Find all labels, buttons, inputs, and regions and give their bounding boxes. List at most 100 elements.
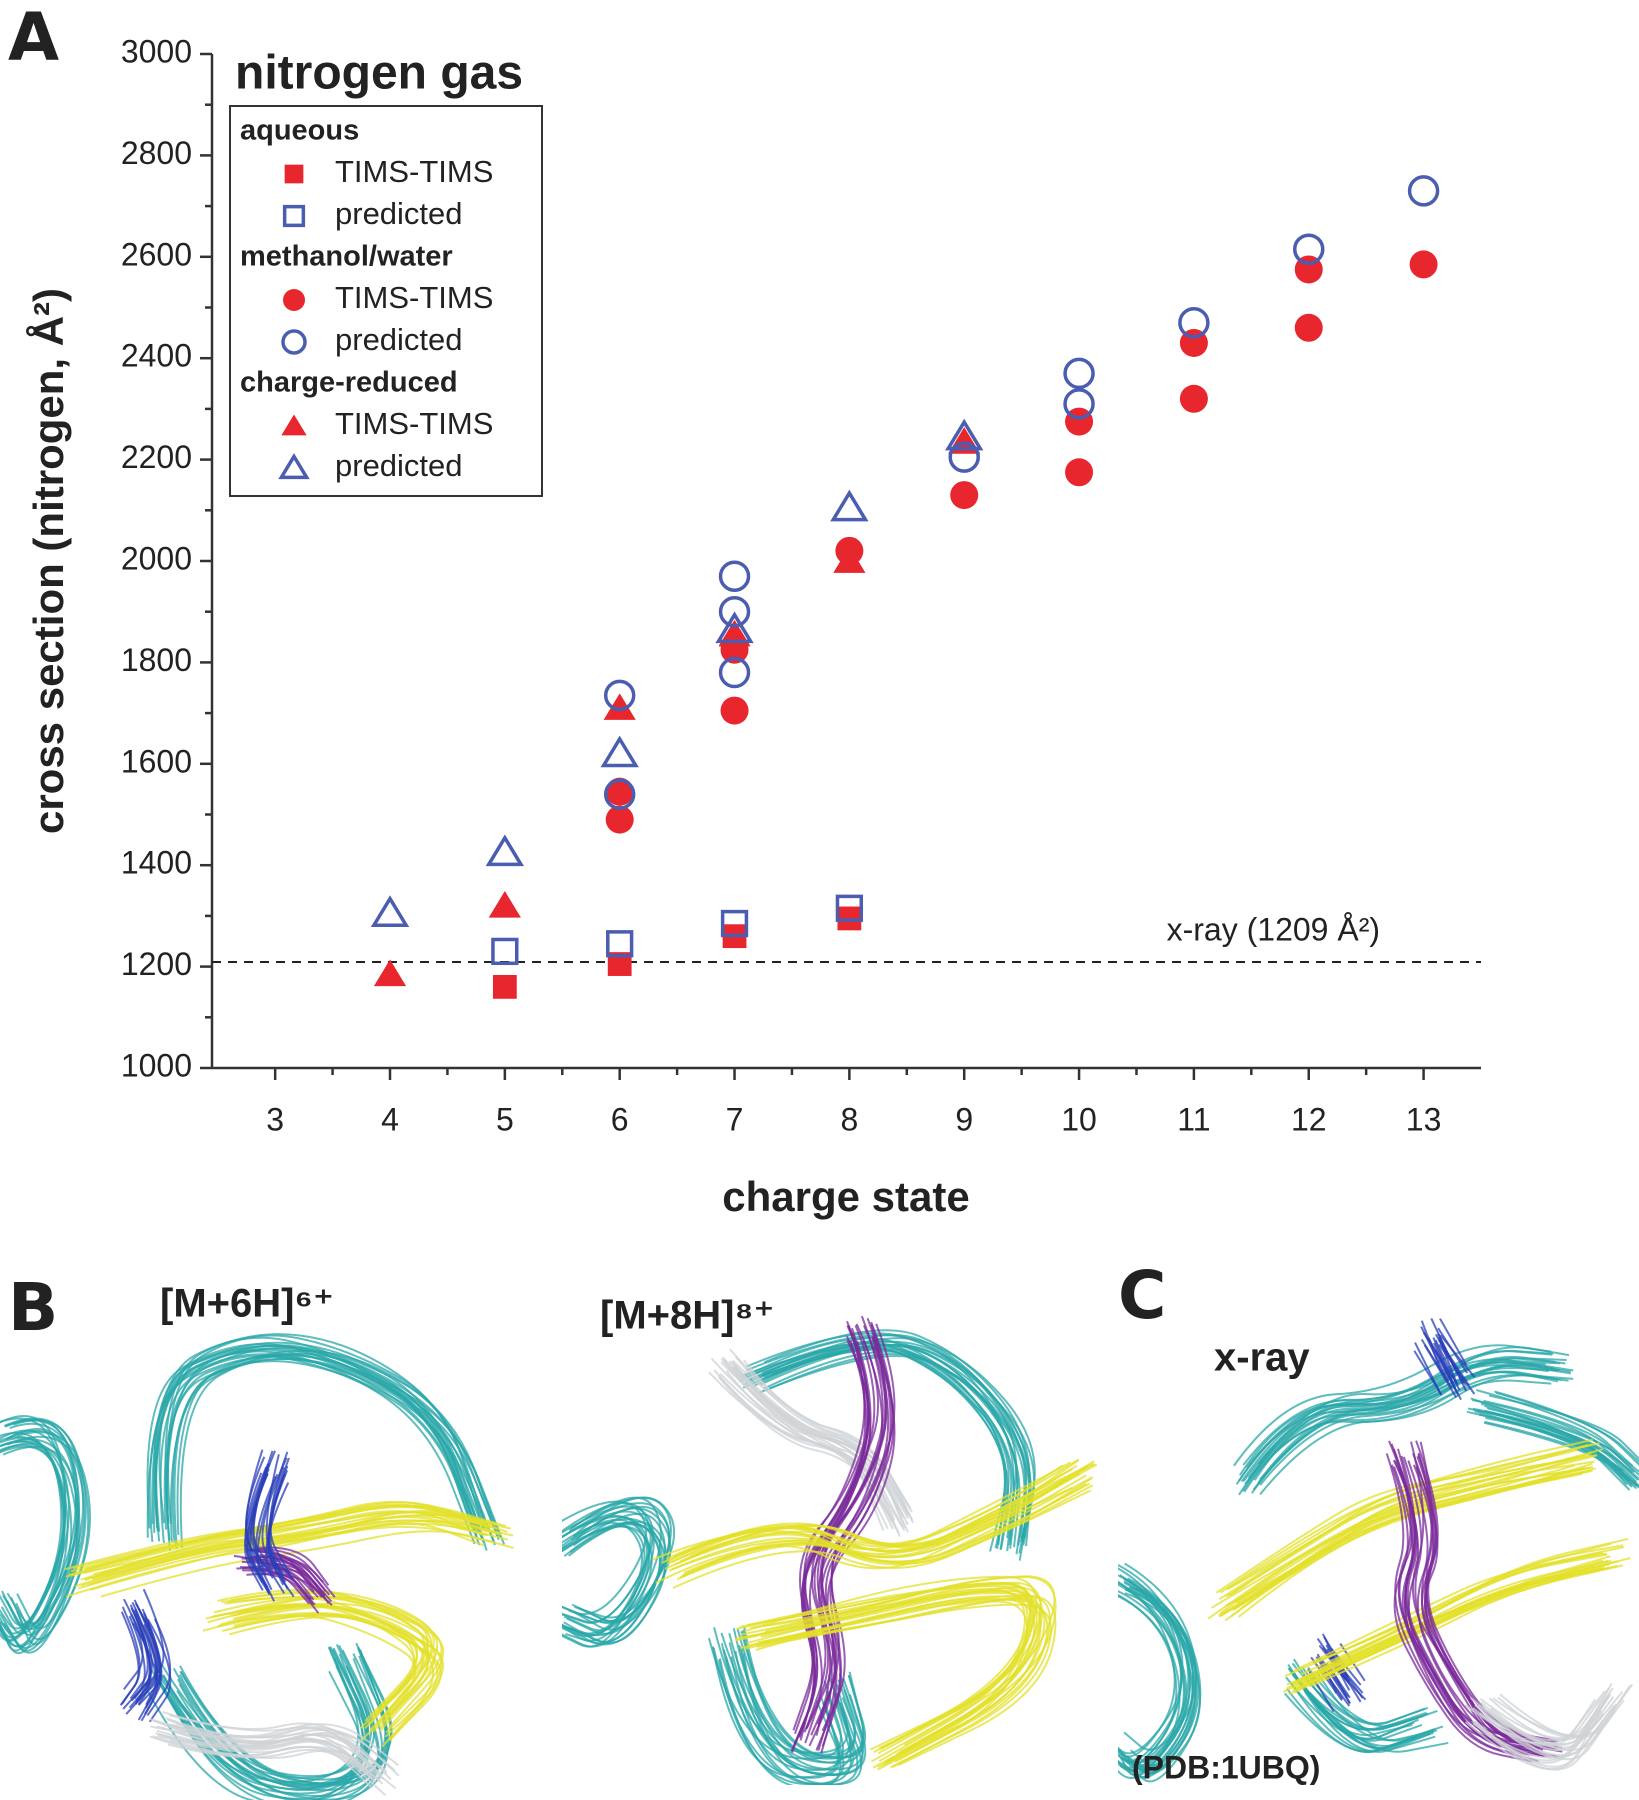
panel-label: C: [1118, 1257, 1166, 1334]
structure-strand: [1294, 1566, 1611, 1694]
marker-square: [837, 906, 862, 931]
structure-strand: [65, 1522, 484, 1598]
legend-group-title: methanol/water: [240, 241, 453, 273]
structure-strand: [682, 1476, 1094, 1577]
structure-strand: [1479, 1687, 1614, 1739]
structure-strand: [205, 1602, 418, 1730]
structure-strand: [234, 1596, 439, 1719]
marker-triangle: [603, 693, 636, 720]
structure-strand: [1219, 1470, 1591, 1618]
y-tick-label: 1000: [121, 1047, 192, 1083]
structure-strand: [72, 1505, 491, 1576]
structure-label: [M+6H]⁶⁺: [160, 1282, 334, 1326]
structure-strand: [1432, 1337, 1455, 1386]
marker-square: [282, 204, 306, 228]
structure-strand: [757, 1594, 1051, 1763]
legend-group-title: charge-reduced: [240, 367, 458, 399]
structure-strand: [744, 1575, 1038, 1751]
structure-strand: [1439, 1318, 1468, 1366]
structure-strand: [1238, 1467, 1597, 1618]
structure-strand: [1243, 1379, 1552, 1493]
marker-triangle: [485, 834, 525, 867]
x-axis-label: charge state: [722, 1173, 969, 1220]
structure-strand: [130, 1602, 153, 1702]
structure-strand: [1291, 1684, 1417, 1752]
legend-label: predicted: [335, 196, 463, 231]
structure-caption: (PDB:1UBQ): [1132, 1749, 1320, 1785]
marker-circle: [1063, 357, 1095, 390]
structure-strand: [1259, 1374, 1574, 1496]
panel-label: B: [8, 1269, 58, 1346]
structure-strand: [1259, 1362, 1574, 1481]
structure-strand: [161, 1726, 382, 1775]
structure-strand: [570, 1496, 672, 1623]
structure-strand: [217, 1606, 430, 1729]
structure-strand: [742, 1347, 1007, 1552]
structure-strand: [1207, 1464, 1576, 1620]
marker-square: [606, 930, 634, 958]
marker-square: [720, 909, 749, 938]
structure-strand: [764, 1353, 1031, 1561]
structures: [0, 1315, 1639, 1800]
marker-circle: [1409, 250, 1438, 279]
marker-circle: [1178, 306, 1210, 339]
marker-triangle: [600, 735, 639, 768]
structure-strand: [1388, 1440, 1537, 1740]
structure-strand: [0, 1440, 78, 1652]
marker-triangle: [370, 895, 410, 928]
structure-strand: [0, 1445, 66, 1652]
structure-strand: [808, 1339, 884, 1747]
legend-box: [229, 105, 543, 497]
structure-strand: [165, 1717, 388, 1774]
marker-circle: [605, 777, 634, 806]
legend-label: predicted: [335, 322, 463, 357]
x-tick-label: 8: [840, 1101, 858, 1137]
structure-strand: [1225, 1443, 1592, 1591]
legend-label: predicted: [335, 448, 463, 483]
structure-strand: [1234, 1454, 1597, 1604]
legend-label: TIMS-TIMS: [335, 406, 493, 441]
y-tick-label: 2000: [121, 540, 192, 576]
structure-strand: [1399, 1467, 1545, 1758]
structure-strand: [1304, 1564, 1618, 1686]
structure-strand: [562, 1521, 643, 1638]
structure-strand: [756, 1603, 1052, 1769]
structure-strand: [1473, 1705, 1603, 1764]
legend-label: TIMS-TIMS: [335, 280, 493, 315]
structure-strand: [1435, 1333, 1465, 1385]
structure-strand: [568, 1502, 671, 1625]
structure-strand: [740, 1648, 863, 1785]
marker-circle: [605, 805, 634, 834]
structure-strand: [810, 1325, 887, 1736]
structure-strand: [562, 1502, 652, 1624]
structure-strand: [1439, 1334, 1476, 1378]
structure-strand: [154, 1347, 482, 1531]
marker-circle: [1292, 233, 1325, 265]
structure-strand: [1483, 1399, 1636, 1473]
structure-strand: [1475, 1389, 1634, 1467]
structure-strand: [1423, 1344, 1458, 1399]
structure-strand: [1402, 1456, 1545, 1744]
structure-strand: [169, 1714, 400, 1767]
structure-strand: [562, 1521, 661, 1645]
structure-strand: [1291, 1673, 1424, 1731]
marker-circle: [1065, 458, 1094, 487]
structure-strand: [0, 1428, 81, 1635]
y-tick-label: 2400: [121, 338, 192, 374]
structure-strand: [1238, 1358, 1555, 1476]
structure-strand: [755, 1598, 1049, 1769]
x-tick-label: 12: [1291, 1101, 1327, 1137]
marker-circle: [603, 778, 636, 810]
structure: [562, 1315, 1098, 1785]
structure-strand: [1413, 1350, 1443, 1396]
structure-strand: [1118, 1580, 1176, 1758]
marker-circle: [1407, 175, 1440, 207]
marker-circle: [283, 289, 305, 311]
structure-strand: [152, 1719, 369, 1773]
structure-strand: [736, 1583, 1032, 1754]
marker-triangle: [281, 414, 307, 436]
panel-label: A: [8, 0, 59, 76]
structure-strand: [562, 1515, 650, 1635]
structure-strand: [1296, 1677, 1423, 1742]
structure-strand: [1470, 1397, 1624, 1472]
